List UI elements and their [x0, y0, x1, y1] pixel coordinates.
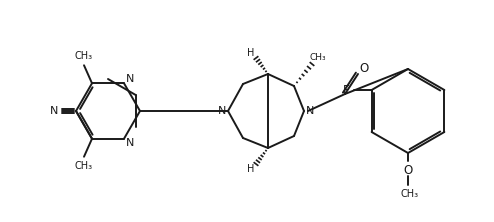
Text: N: N	[126, 138, 134, 148]
Text: H: H	[247, 164, 255, 174]
Text: N: N	[50, 106, 58, 116]
Text: N: N	[306, 106, 314, 116]
Text: CH₃: CH₃	[310, 54, 327, 63]
Text: N: N	[218, 106, 226, 116]
Text: CH₃: CH₃	[75, 51, 93, 61]
Text: O: O	[359, 63, 369, 75]
Text: CH₃: CH₃	[401, 189, 419, 199]
Text: N: N	[126, 74, 134, 84]
Text: F: F	[343, 83, 350, 97]
Text: O: O	[404, 163, 412, 176]
Text: H: H	[247, 48, 255, 58]
Text: CH₃: CH₃	[75, 161, 93, 171]
